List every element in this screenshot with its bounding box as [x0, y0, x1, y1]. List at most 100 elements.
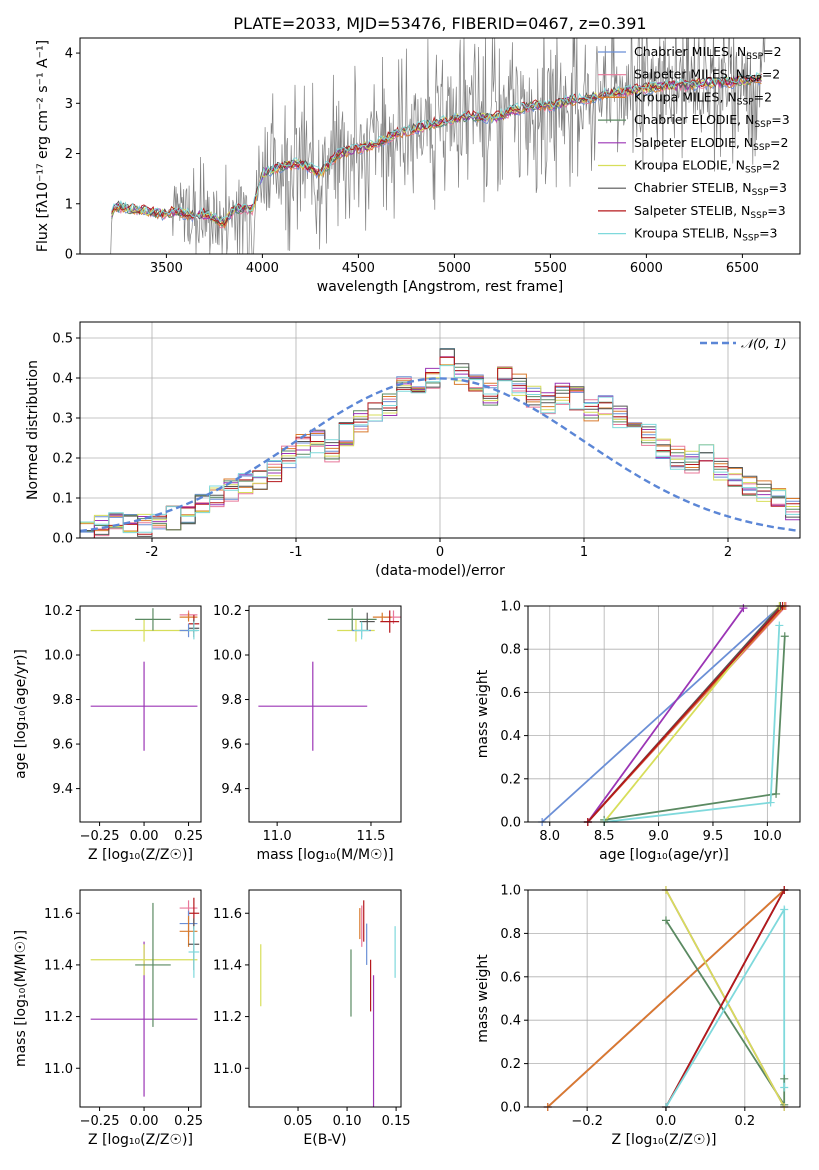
axes-Z_mass: −0.25 0.00 0.25 11.0 11.2 11.4 11.6 Z [log₁₀(Z/…: [13, 889, 203, 1148]
x-axis-label: wavelength [Angstrom, rest frame]: [317, 279, 563, 295]
x-axis-label: Z [log₁₀(Z/Z☉)]: [612, 1132, 717, 1148]
y-tick-label: 0.4: [52, 372, 73, 387]
axes-residuals: -2 -1 0 1 2 0.0 0.1 0.2 0.3 0.4 0.5 (data-model)/er…: [25, 321, 801, 579]
y-tick-label: 2: [65, 147, 73, 162]
axes-ebv_mass: 0.05 0.10 0.15 11.0 11.2 11.4 11.6 E(B-V): [213, 889, 411, 1148]
x-tick-label: −0.25: [80, 1114, 120, 1129]
axes-Z_age: −0.25 0.00 0.25 9.4 9.6 9.8 10.0 10.2 Z [log₁₀(Z…: [13, 604, 203, 863]
legend-entry: Chabrier MILES, NSSP=2: [634, 44, 782, 62]
y-tick-label: 1.0: [500, 600, 521, 615]
y-tick-label: 11.4: [213, 958, 242, 973]
spectrum-model-line: [111, 72, 762, 226]
x-tick-label: 6000: [630, 261, 663, 276]
weight-line: [547, 890, 785, 1107]
y-tick-label: 0.4: [500, 1014, 521, 1029]
legend-entry: Kroupa MILES, NSSP=2: [634, 89, 772, 107]
x-tick-label: -1: [290, 545, 303, 560]
x-tick-label: 4500: [342, 261, 375, 276]
y-axis-label: mass [log₁₀(M/M☉)]: [13, 930, 29, 1067]
y-axis-label: age [log₁₀(age/yr)]: [13, 649, 29, 779]
y-tick-label: 11.0: [44, 1062, 73, 1077]
legend-entry: Salpeter MILES, NSSP=2: [634, 67, 780, 85]
weight-marker: [766, 798, 775, 807]
x-tick-label: 0.00: [130, 829, 159, 844]
x-tick-label: 10.0: [753, 829, 782, 844]
weight-marker: [780, 632, 789, 641]
y-tick-label: 9.8: [52, 693, 73, 708]
y-tick-label: 1: [65, 197, 73, 212]
y-tick-label: 9.4: [52, 782, 73, 797]
y-tick-label: 0.8: [500, 927, 521, 942]
y-tick-label: 0.2: [500, 1057, 521, 1072]
y-tick-label: 0.8: [500, 643, 521, 658]
y-tick-label: 10.2: [44, 604, 73, 619]
legend-entry: Kroupa ELODIE, NSSP=2: [634, 158, 780, 176]
y-tick-label: 0.3: [52, 412, 73, 427]
y-tick-label: 0.5: [52, 332, 73, 347]
x-tick-label: −0.25: [80, 829, 120, 844]
axes-Z_weight: −0.2 0.0 0.2 0.0 0.2 0.4 0.6 0.8 1.0 Z [log₁₀(Z/Z…: [475, 884, 801, 1148]
x-tick-label: 0.0: [656, 1114, 677, 1129]
x-axis-label: E(B-V): [303, 1132, 346, 1148]
x-tick-label: -2: [146, 545, 159, 560]
legend-entry: Chabrier STELIB, NSSP=3: [634, 180, 787, 198]
axes-frame: [527, 605, 801, 823]
weight-line: [587, 607, 745, 822]
weight-line: [587, 606, 784, 822]
x-tick-label: −0.2: [571, 1114, 603, 1129]
x-tick-label: 1: [580, 545, 588, 560]
spectrum-legend: Chabrier MILES, NSSP=2 Salpeter MILES, NS…: [598, 44, 790, 244]
spectrum-model-line: [111, 74, 762, 225]
y-tick-label: 0.4: [500, 729, 521, 744]
axes-frame: [527, 889, 801, 1108]
y-tick-label: 11.2: [44, 1010, 73, 1025]
weight-marker: [772, 789, 781, 798]
x-axis-label: mass [log₁₀(M/M☉)]: [256, 847, 393, 863]
axes-frame: [79, 605, 202, 823]
y-tick-label: 3: [65, 97, 73, 112]
x-tick-label: 0.25: [174, 1114, 203, 1129]
legend-entry: 𝒩(0, 1): [741, 336, 787, 351]
y-tick-label: 0.2: [52, 452, 73, 467]
y-tick-label: 4: [65, 47, 73, 62]
axes-frame: [79, 889, 202, 1108]
weight-line: [665, 890, 785, 1107]
y-tick-label: 11.6: [213, 907, 242, 922]
weight-marker: [661, 916, 670, 925]
y-tick-label: 11.2: [213, 1010, 242, 1025]
y-tick-label: 9.6: [52, 738, 73, 753]
y-tick-label: 9.8: [221, 693, 242, 708]
y-tick-label: 0.0: [500, 1101, 521, 1116]
weight-marker: [780, 905, 789, 914]
x-tick-label: 11.0: [263, 829, 292, 844]
plot-area: [260, 900, 396, 1107]
x-tick-label: 8.5: [594, 829, 615, 844]
weight-marker: [780, 1074, 789, 1083]
y-tick-label: 0.2: [500, 772, 521, 787]
axes-frame: [248, 605, 402, 823]
x-tick-label: 0.2: [734, 1114, 755, 1129]
y-axis-label: Normed distribution: [25, 360, 41, 500]
axes-spectrum: 3500 4000 4500 5000 5500 6000 6500 0 1 2 3 4 wavelen…: [35, 37, 801, 295]
x-tick-label: 4000: [246, 261, 279, 276]
x-tick-label: 5000: [438, 261, 471, 276]
weight-marker: [739, 604, 748, 613]
weight-line: [604, 636, 786, 821]
y-tick-label: 0: [65, 248, 73, 263]
plot-area: [110, 38, 766, 254]
y-tick-label: 0.1: [52, 492, 73, 507]
plot-area: [258, 608, 401, 751]
y-tick-label: 11.0: [213, 1062, 242, 1077]
x-tick-label: 6500: [726, 261, 759, 276]
spectrum-data-line: [110, 38, 766, 254]
x-tick-label: 0: [436, 545, 444, 560]
x-axis-label: age [log₁₀(age/yr)]: [599, 847, 729, 863]
legend-entry: Salpeter STELIB, NSSP=3: [634, 203, 786, 221]
x-axis-label: Z [log₁₀(Z/Z☉)]: [88, 847, 193, 863]
x-axis-label: (data-model)/error: [375, 563, 505, 579]
axes-mass_age: 11.0 11.5 9.4 9.6 9.8 10.0 10.2 mass [log₁₀(M/M…: [213, 604, 402, 863]
legend-entry: Salpeter ELODIE, NSSP=2: [634, 135, 788, 153]
histogram-step: [80, 356, 800, 538]
normal-curve: [80, 377, 800, 533]
